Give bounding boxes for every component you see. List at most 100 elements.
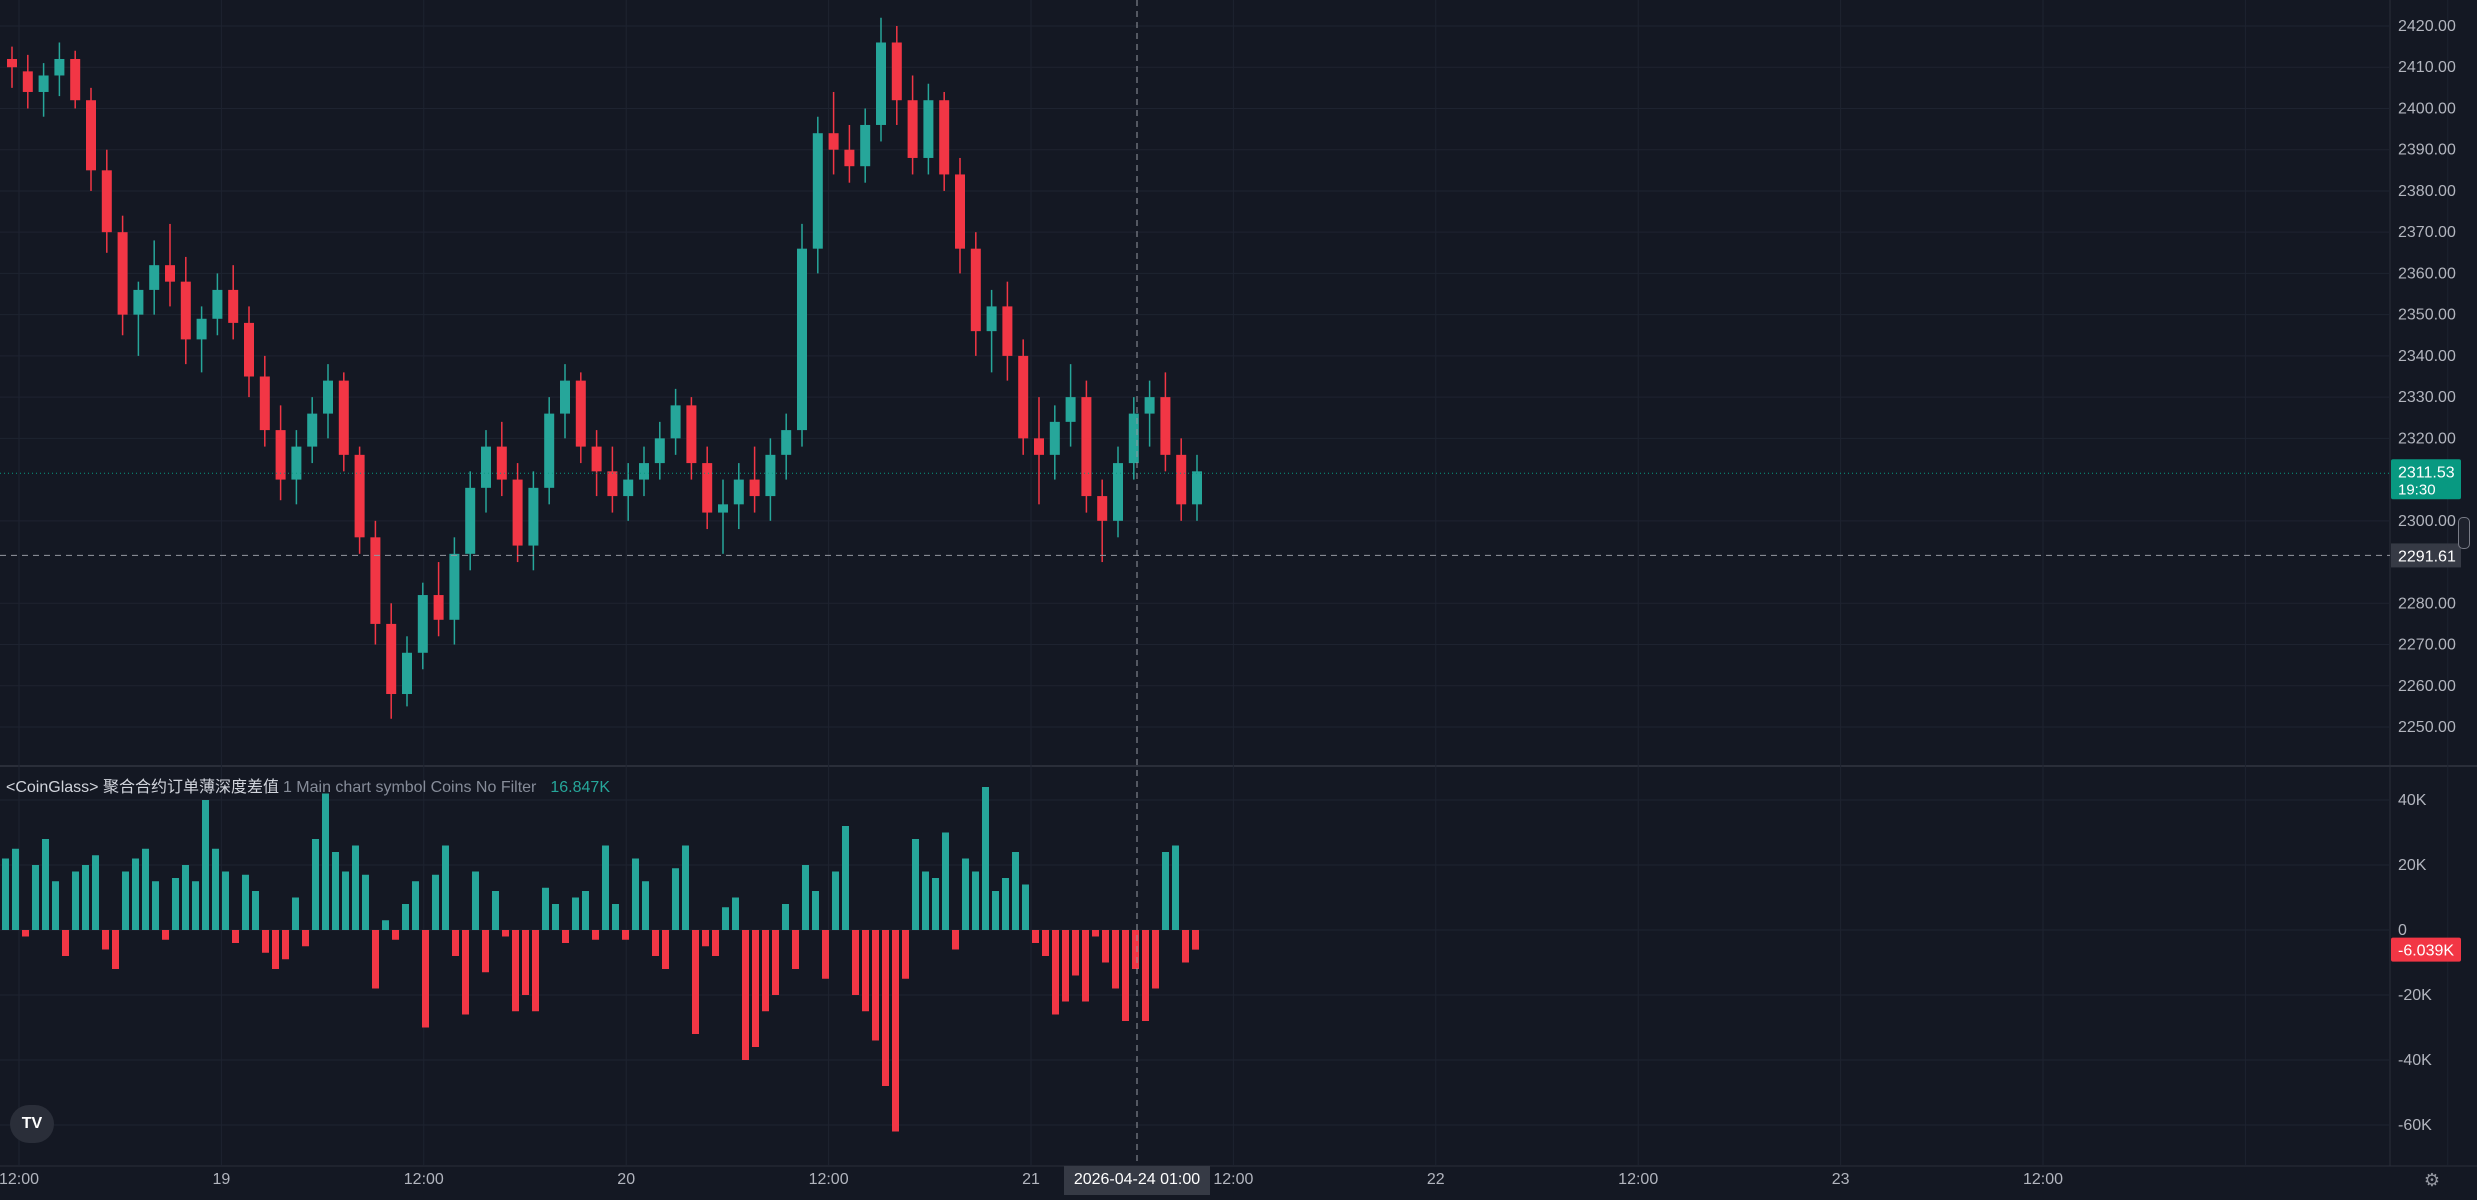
candle-body: [7, 58, 17, 68]
histogram-bar: [1142, 930, 1149, 1021]
histogram-bar: [302, 930, 309, 947]
histogram-bar: [352, 845, 359, 930]
indicator-last-value-label: -6.039K: [2398, 943, 2454, 960]
histogram-bar: [492, 891, 499, 930]
candle-body: [22, 71, 33, 92]
candle-body: [417, 595, 428, 653]
histogram-bar: [62, 930, 69, 956]
price-tick-label: 2260.00: [2398, 678, 2456, 695]
time-axis[interactable]: 12:00 19 12:00 20 12:00 21 12:00 22 12:00 23 12:00…: [0, 1166, 2477, 1195]
candle-body: [797, 248, 807, 431]
candle-body: [686, 405, 697, 464]
candle-body: [970, 248, 981, 332]
price-axis[interactable]: 2420.00 2410.00 2400.00 2390.00 2380.00 2370.…: [2391, 18, 2461, 736]
histogram-bar: [372, 930, 379, 989]
histogram-bar: [422, 930, 429, 1028]
time-tick-label: 23: [1832, 1171, 1850, 1188]
histogram-bar: [1112, 930, 1119, 989]
candle-body: [1002, 306, 1013, 356]
depth-histogram-series[interactable]: [2, 787, 1199, 1132]
histogram-bar: [1192, 930, 1199, 950]
histogram-bar: [1162, 852, 1169, 930]
price-tick-label: 2350.00: [2398, 307, 2456, 324]
histogram-bar: [882, 930, 889, 1086]
histogram-bar: [262, 930, 269, 953]
histogram-bar: [212, 848, 219, 930]
histogram-bar: [572, 897, 579, 930]
price-tick-label: 2330.00: [2398, 389, 2456, 406]
candle-body: [1113, 463, 1123, 521]
histogram-bar: [512, 930, 519, 1012]
candle-body: [228, 289, 239, 323]
candle-body: [923, 100, 934, 158]
histogram-bar: [962, 858, 969, 930]
histogram-bar: [972, 871, 979, 930]
histogram-bar: [242, 874, 249, 930]
time-tick-label: 20: [617, 1171, 635, 1188]
histogram-bar: [952, 930, 959, 950]
histogram-bar: [622, 930, 629, 940]
candle-body: [907, 100, 918, 158]
histogram-bar: [342, 871, 349, 930]
histogram-bar: [672, 868, 679, 930]
candle-body: [38, 75, 49, 92]
histogram-bar: [32, 865, 39, 930]
gear-icon[interactable]: ⚙: [2423, 1170, 2441, 1190]
histogram-bar: [322, 793, 329, 930]
candle-body: [591, 446, 602, 472]
histogram-bar: [632, 858, 639, 930]
price-tick-label: 2360.00: [2398, 265, 2456, 282]
candle-body: [54, 58, 65, 76]
histogram-bar: [1062, 930, 1069, 1002]
histogram-bar: [112, 930, 119, 969]
tradingview-logo-icon[interactable]: TV: [10, 1105, 54, 1143]
histogram-bar: [1052, 930, 1059, 1015]
histogram-bar: [792, 930, 799, 969]
candle-body: [1144, 397, 1155, 414]
candle-body: [1081, 397, 1092, 497]
histogram-bar: [362, 874, 369, 930]
price-scale-handle[interactable]: [2458, 517, 2470, 549]
candle-body: [86, 100, 96, 171]
time-tick-label: 22: [1427, 1171, 1445, 1188]
candle-body: [386, 623, 397, 695]
histogram-bar: [582, 891, 589, 930]
histogram-bar: [452, 930, 459, 956]
candle-body: [1097, 496, 1108, 521]
candle-body: [986, 306, 997, 332]
histogram-bar: [72, 871, 79, 930]
histogram-bar: [142, 848, 149, 930]
histogram-bar: [1022, 884, 1029, 930]
histogram-bar: [732, 897, 739, 930]
price-tick-label: 2270.00: [2398, 637, 2456, 654]
price-axis-background: [2390, 0, 2477, 1166]
histogram-bar: [432, 874, 439, 930]
price-tick-label: 2410.00: [2398, 59, 2456, 76]
histogram-bar: [192, 881, 199, 930]
histogram-bar: [202, 800, 209, 930]
price-tick-label: 2300.00: [2398, 513, 2456, 530]
candle-body: [939, 100, 950, 175]
histogram-bar: [462, 930, 469, 1015]
histogram-bar: [282, 930, 289, 960]
price-tick-label: 2280.00: [2398, 595, 2456, 612]
price-tick-label: 2320.00: [2398, 430, 2456, 447]
indicator-tick-label: -40K: [2398, 1052, 2432, 1069]
histogram-bar: [892, 930, 899, 1132]
last-price-countdown: 19:30: [2398, 481, 2436, 498]
indicator-title[interactable]: <CoinGlass> 聚合合约订单薄深度差值: [6, 779, 279, 796]
histogram-bar: [842, 826, 849, 930]
candle-body: [259, 376, 270, 431]
last-price-label: 2311.53: [2398, 464, 2455, 481]
indicator-legend[interactable]: <CoinGlass> 聚合合约订单薄深度差值 1 Main chart symb…: [6, 773, 610, 797]
last-price-badge: [2391, 459, 2461, 500]
time-tick-label: 19: [213, 1171, 231, 1188]
histogram-bar: [592, 930, 599, 940]
indicator-axis[interactable]: 40K 20K 0 -20K -40K -60K -6.039K: [2391, 792, 2461, 1134]
candle-body: [496, 446, 507, 480]
candlestick-series[interactable]: [7, 17, 1202, 719]
candle-body: [528, 487, 539, 546]
candle-body: [212, 289, 223, 319]
